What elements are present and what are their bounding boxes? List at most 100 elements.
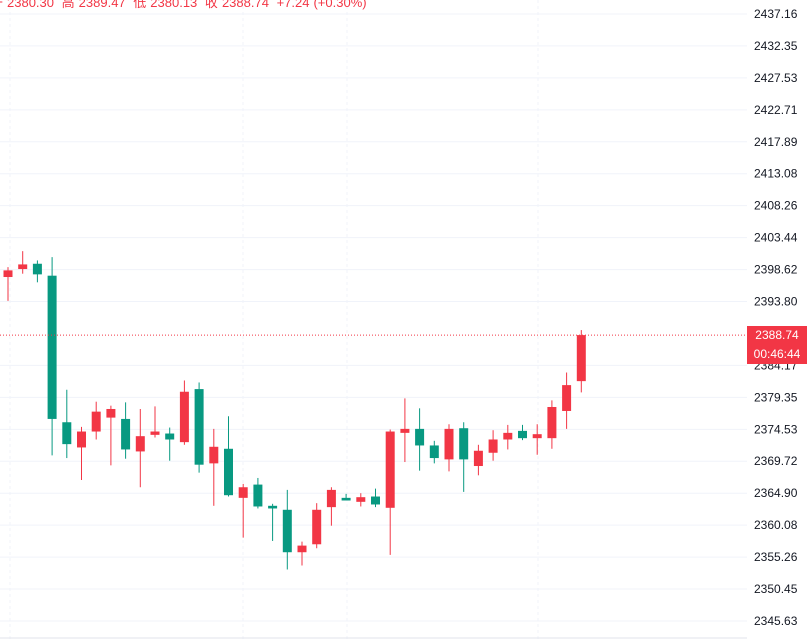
- high-value: 2389.47: [78, 0, 126, 10]
- candle: [238, 483, 248, 538]
- y-tick-label: 2345.63: [754, 614, 798, 628]
- candle: [518, 424, 527, 441]
- candle: [194, 382, 204, 473]
- last-price-tag: 2388.74: [747, 326, 807, 346]
- candle: [209, 428, 219, 506]
- candle: [224, 416, 233, 497]
- candle: [562, 372, 572, 429]
- close-label: 收: [204, 0, 218, 10]
- y-tick-label: 2350.45: [754, 582, 798, 596]
- candle: [62, 389, 72, 459]
- candle-body: [429, 445, 439, 459]
- candle-body: [473, 450, 483, 467]
- y-tick-label: 2403.44: [754, 231, 798, 245]
- candle: [400, 398, 410, 463]
- change-value: +7.24: [276, 0, 310, 10]
- countdown-tag: 00:46:44: [747, 345, 807, 365]
- y-tick-label: 2379.35: [754, 390, 798, 404]
- candle-body: [253, 484, 263, 507]
- candle: [459, 422, 469, 492]
- candle: [165, 427, 175, 461]
- candle-body: [400, 428, 410, 433]
- candle-body: [47, 275, 57, 419]
- candle-body: [371, 496, 380, 505]
- candle: [106, 405, 116, 466]
- low-label: 低: [133, 0, 147, 10]
- candle: [179, 380, 189, 445]
- candle-body: [326, 489, 336, 508]
- candle-body: [179, 391, 189, 443]
- open-value: 2380.30: [7, 0, 55, 10]
- candle-body: [150, 431, 160, 435]
- candle-body: [459, 428, 469, 460]
- candle: [341, 493, 351, 501]
- candle-body: [576, 335, 586, 382]
- candle-body: [238, 487, 248, 498]
- candle: [253, 477, 263, 509]
- low-value: 2380.13: [150, 0, 198, 10]
- candle-body: [121, 418, 131, 450]
- candle-body: [165, 433, 175, 440]
- candle-body: [532, 434, 542, 439]
- candle-body: [415, 428, 425, 446]
- candle: [415, 408, 425, 471]
- candle-body: [562, 385, 572, 411]
- y-tick-label: 2374.53: [754, 422, 798, 436]
- y-tick-label: 2422.71: [754, 103, 798, 117]
- candle-body: [3, 270, 13, 278]
- change-percent: (+0.30%): [313, 0, 367, 10]
- price-axis[interactable]: 2437.16 2432.35 2427.53 2422.71 2417.89 2413.…: [754, 7, 798, 628]
- candle: [121, 402, 131, 459]
- open-label: 开: [0, 0, 3, 10]
- candle: [282, 489, 292, 570]
- candle: [18, 251, 28, 274]
- candle: [488, 430, 498, 461]
- candle: [312, 503, 322, 549]
- candle-body: [503, 432, 513, 440]
- y-tick-label: 2398.62: [754, 263, 798, 277]
- candle-body: [91, 411, 101, 432]
- candle: [135, 408, 145, 488]
- candle-body: [518, 430, 527, 439]
- y-tick-label: 2427.53: [754, 71, 798, 85]
- high-label: 高: [61, 0, 75, 10]
- candle: [91, 401, 101, 440]
- candle: [47, 257, 57, 456]
- y-tick-label: 2437.16: [754, 7, 798, 21]
- candle-body: [547, 406, 557, 439]
- y-tick-label: 2408.26: [754, 199, 798, 213]
- candle-body: [444, 428, 454, 460]
- candle: [429, 440, 439, 464]
- candle: [77, 426, 86, 480]
- candle: [532, 424, 542, 455]
- candle: [268, 503, 278, 541]
- grid-lines: [0, 0, 747, 639]
- candle-body: [488, 439, 498, 453]
- candle-body: [18, 264, 28, 270]
- candle-body: [32, 263, 42, 275]
- close-value: 2388.74: [221, 0, 269, 10]
- y-tick-label: 2360.08: [754, 518, 798, 532]
- candle-body: [282, 509, 292, 553]
- candle: [32, 260, 42, 283]
- candle-body: [209, 446, 219, 464]
- candle-body: [341, 497, 351, 501]
- candle: [576, 330, 586, 393]
- candles: [3, 251, 586, 570]
- candle: [444, 424, 454, 472]
- candle-body: [268, 505, 278, 509]
- candle-body: [224, 448, 233, 496]
- y-tick-label: 2432.35: [754, 39, 798, 53]
- candle-body: [356, 497, 366, 502]
- candle-body: [135, 436, 145, 452]
- y-tick-label: 2393.80: [754, 295, 798, 309]
- y-tick-label: 2364.90: [754, 486, 798, 500]
- candle: [150, 406, 160, 438]
- candle: [356, 493, 366, 507]
- candle-body: [77, 431, 86, 448]
- candle: [385, 429, 395, 555]
- candle: [473, 444, 483, 476]
- y-tick-label: 2369.72: [754, 454, 798, 468]
- candle: [297, 541, 307, 566]
